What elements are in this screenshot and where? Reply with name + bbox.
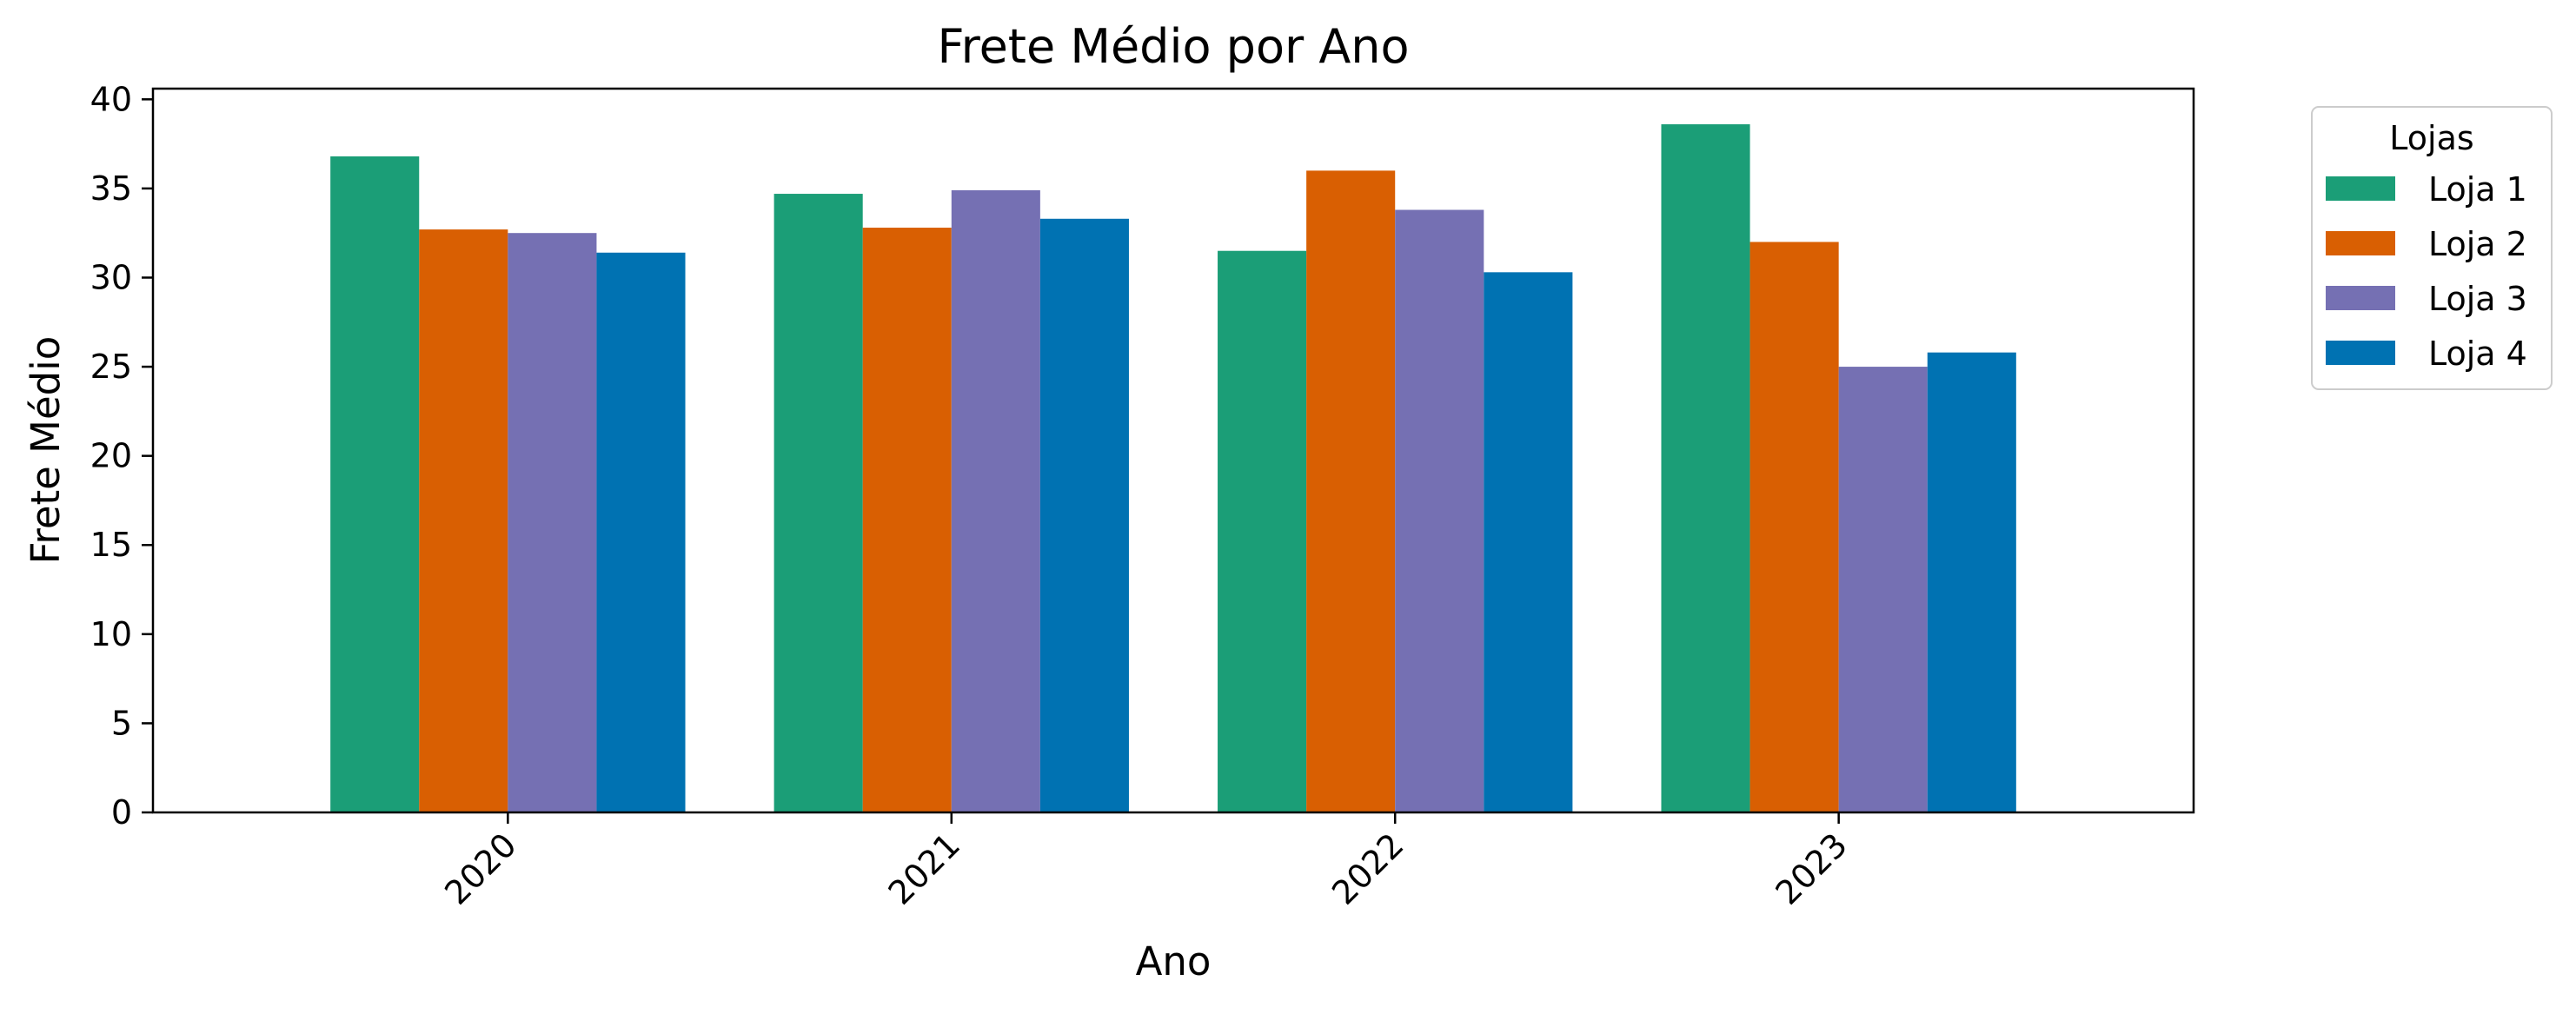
bar-loja-4-2021 — [1039, 218, 1129, 812]
legend-swatch — [2326, 176, 2395, 201]
legend-label: Loja 4 — [2428, 335, 2527, 373]
legend-label: Loja 1 — [2428, 170, 2527, 209]
bar-loja-1-2020 — [330, 156, 420, 812]
legend-label: Loja 3 — [2428, 280, 2527, 318]
y-tick-label: 40 — [90, 80, 132, 118]
y-tick-label: 10 — [90, 615, 132, 653]
bar-loja-1-2023 — [1661, 124, 1750, 812]
x-tick-label: 2020 — [437, 825, 524, 912]
bar-loja-3-2021 — [951, 189, 1040, 813]
bar-loja-3-2022 — [1395, 209, 1484, 813]
y-tick-label: 0 — [111, 793, 132, 832]
bar-loja-2-2023 — [1749, 242, 1839, 813]
legend-swatch — [2326, 341, 2395, 365]
y-tick-label: 35 — [90, 169, 132, 208]
plot-frame — [151, 87, 2195, 814]
y-tick-label: 20 — [90, 437, 132, 475]
legend-swatch — [2326, 231, 2395, 255]
bar-loja-2-2022 — [1306, 170, 1396, 813]
x-tick-label: 2021 — [881, 825, 968, 912]
legend-entries: Loja 1 Loja 2 Loja 3 Loja 4 — [2326, 170, 2527, 373]
bar-loja-1-2021 — [773, 194, 863, 812]
y-tick-label: 5 — [111, 704, 132, 742]
x-axis-label: Ano — [1136, 938, 1212, 984]
bars-layer — [330, 124, 2016, 813]
y-tick-label: 30 — [90, 258, 132, 296]
bar-loja-1-2022 — [1218, 250, 1307, 812]
bar-loja-4-2020 — [596, 252, 686, 812]
legend-label: Loja 2 — [2428, 225, 2527, 263]
chart-title: Frete Médio por Ano — [937, 19, 1409, 74]
y-axis-label: Frete Médio — [23, 336, 69, 565]
x-tick-label: 2022 — [1325, 825, 1411, 912]
bar-loja-3-2023 — [1838, 367, 1928, 812]
bar-loja-2-2021 — [862, 228, 952, 812]
x-tick-label: 2023 — [1769, 825, 1856, 912]
y-tick-label: 25 — [90, 348, 132, 386]
bar-loja-2-2020 — [419, 229, 508, 813]
bar-loja-3-2020 — [508, 233, 597, 812]
legend-title: Lojas — [2389, 119, 2473, 157]
y-tick-label: 15 — [90, 526, 132, 564]
legend-swatch — [2326, 286, 2395, 310]
bar-loja-4-2022 — [1484, 272, 1573, 812]
legend: Lojas Loja 1 Loja 2 Loja 3 Loja 4 — [2311, 106, 2553, 390]
bar-loja-4-2023 — [1927, 352, 2016, 813]
